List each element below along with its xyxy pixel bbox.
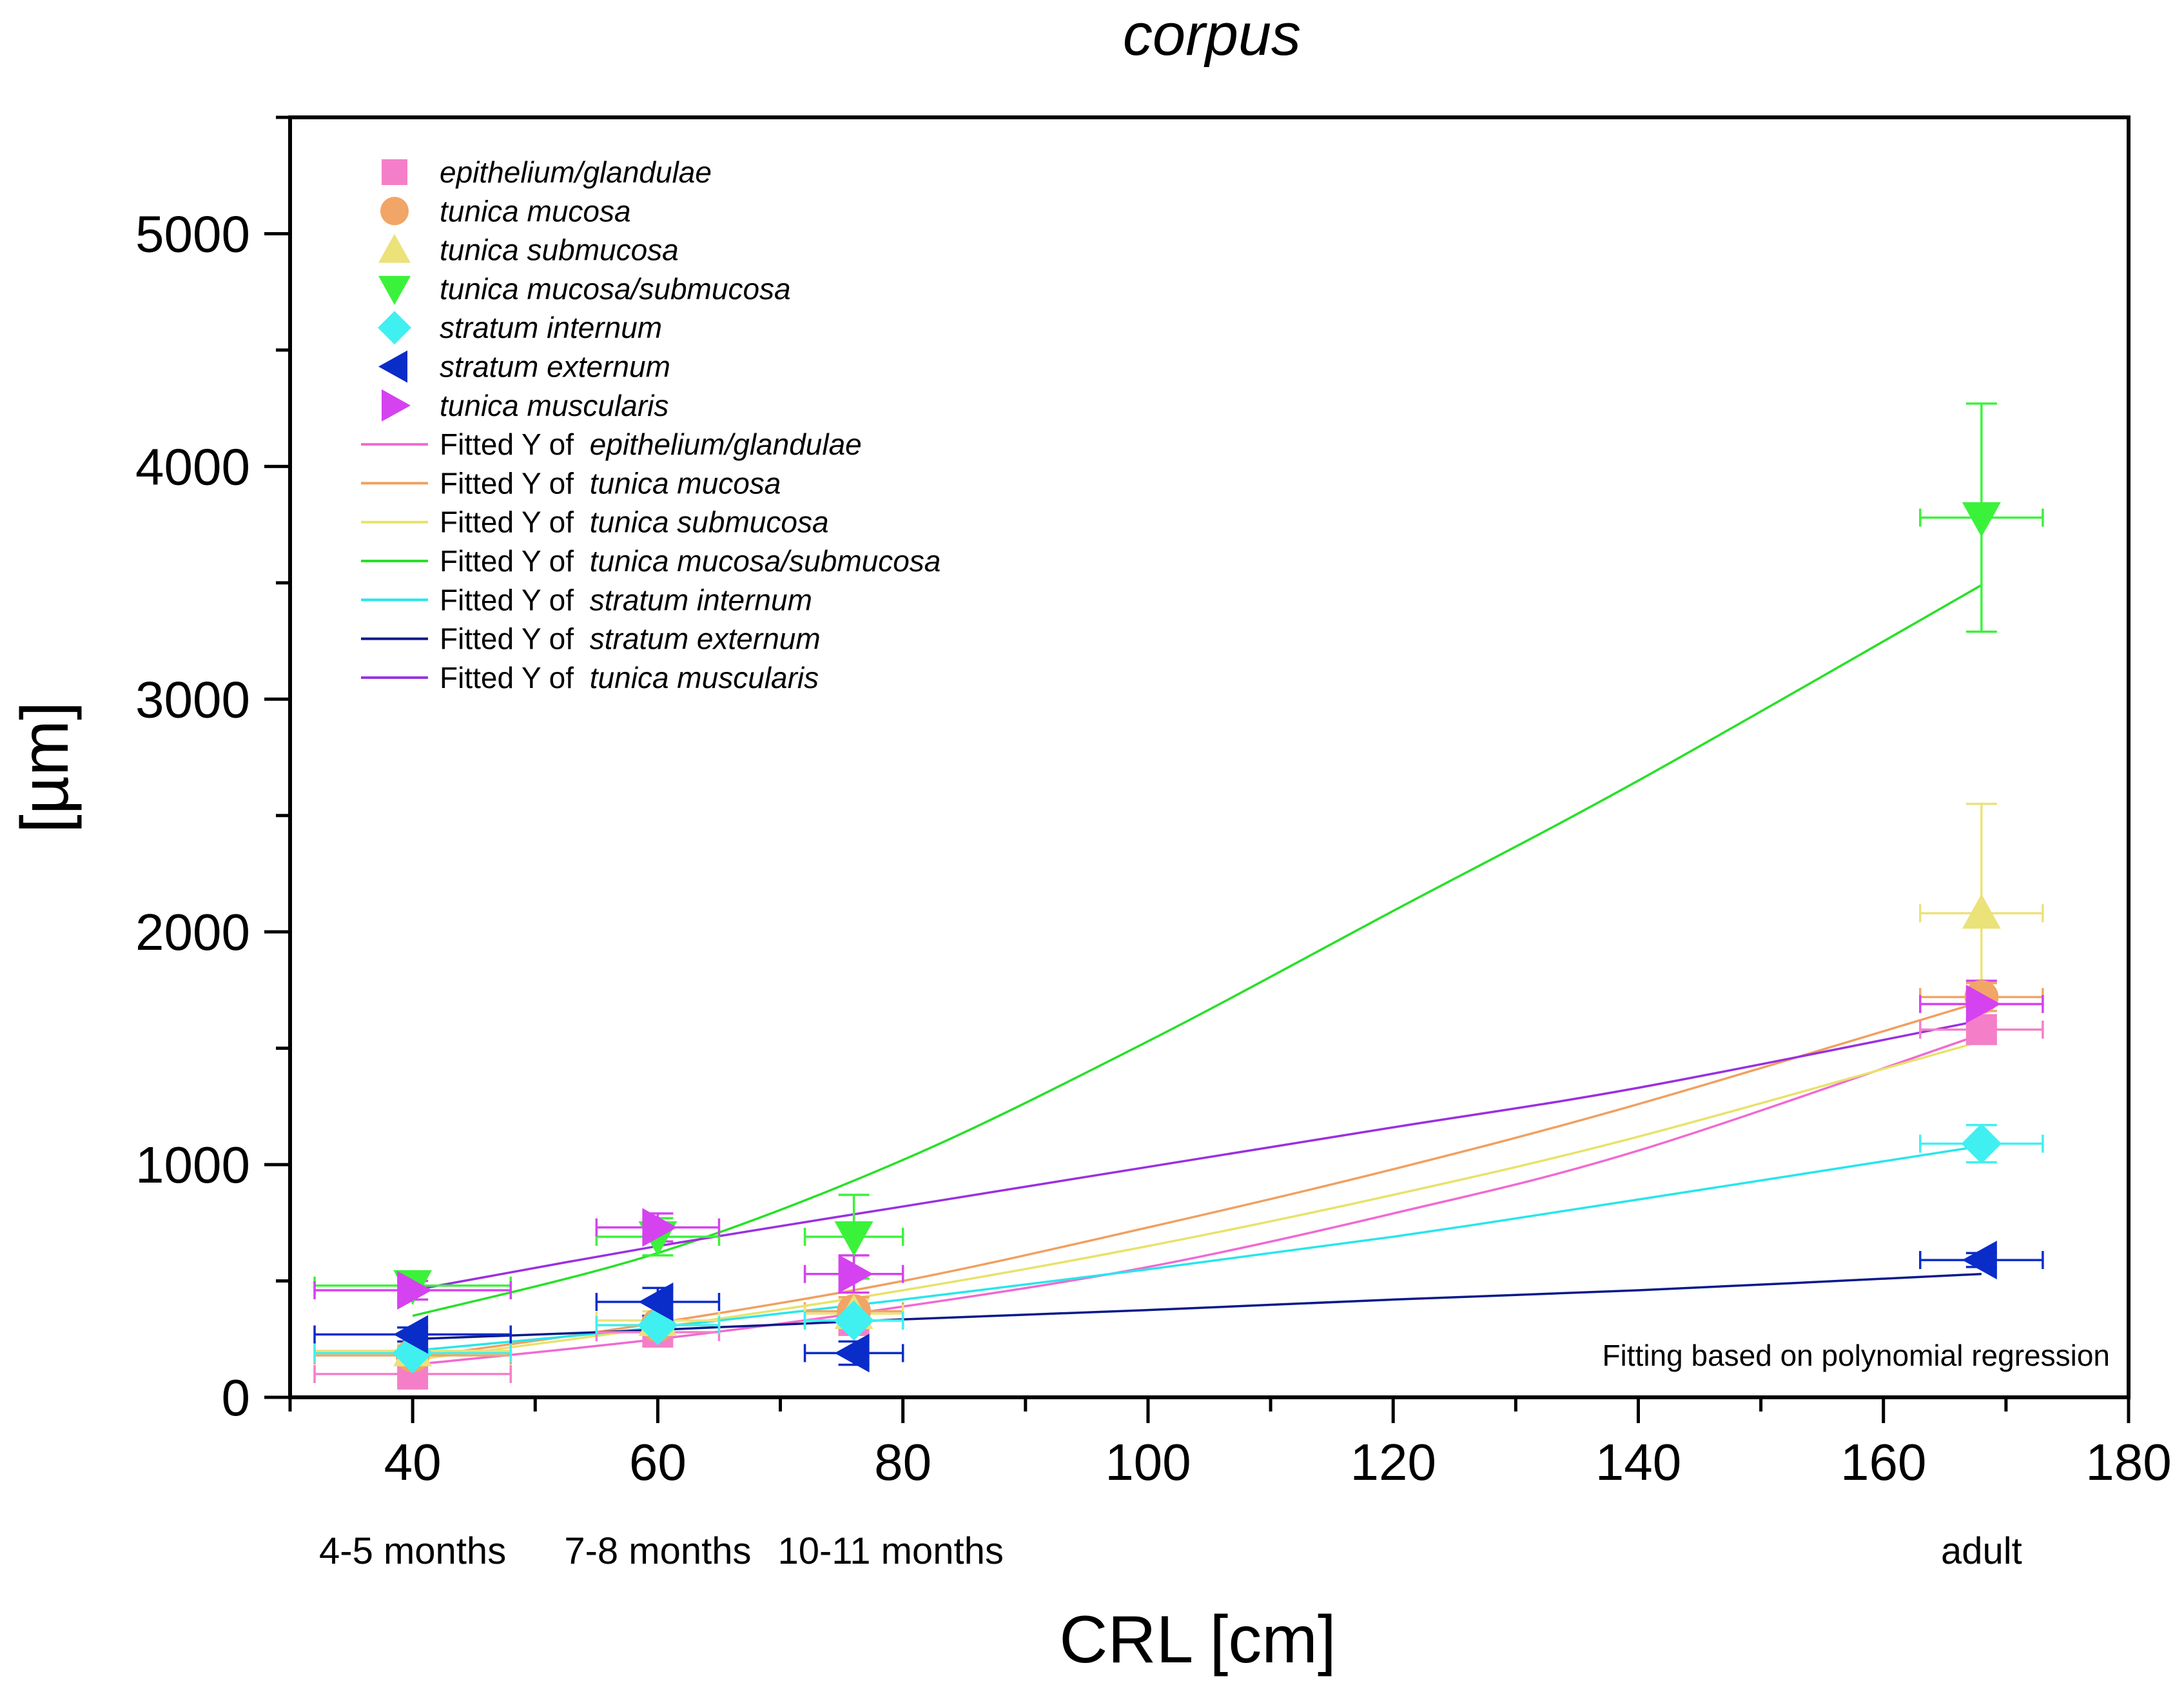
x-axis-title: CRL [cm] <box>1059 1602 1336 1677</box>
legend-label: stratum externum <box>440 350 670 384</box>
legend-fit-prefix: Fitted Y of <box>440 428 582 461</box>
x-tick-label: 180 <box>2085 1433 2171 1491</box>
y-axis-title: [µm] <box>8 702 83 833</box>
legend-fit-prefix: Fitted Y of <box>440 622 582 656</box>
age-label: adult <box>1941 1530 2022 1572</box>
age-label: 10-11 months <box>777 1530 1003 1572</box>
y-tick-label: 1000 <box>135 1136 250 1194</box>
fit-line-tunica-muscularis <box>412 1019 1982 1292</box>
age-labels: 4-5 months 7-8 months 10-11 months adult <box>319 1530 2022 1572</box>
x-tick-label: 80 <box>874 1433 931 1491</box>
legend-fit-label: Fitted Y of epithelium/glandulae <box>440 428 862 461</box>
fit-annotation: Fitting based on polynomial regression <box>1602 1339 2110 1372</box>
legend-label: tunica mucosa <box>440 194 631 228</box>
legend-fit-prefix: Fitted Y of <box>440 544 582 578</box>
y-tick-label: 3000 <box>135 671 250 728</box>
legend-fit-series: tunica mucosa/submucosa <box>590 544 941 578</box>
chart-title: corpus <box>1123 2 1301 68</box>
legend-fit-label: Fitted Y of tunica mucosa <box>440 466 781 500</box>
data-markers <box>392 502 2002 1390</box>
data-point-stratum-externum <box>1962 1241 1997 1280</box>
data-point-stratum-internum <box>834 1300 874 1341</box>
legend-label: tunica mucosa/submucosa <box>440 272 791 306</box>
legend-fit-series: tunica submucosa <box>590 506 829 539</box>
age-label: 7-8 months <box>564 1530 751 1572</box>
legend-fit-prefix: Fitted Y of <box>440 661 582 694</box>
fit-line-tunica-mucosa-submucosa <box>412 584 1982 1317</box>
legend-fit-series: tunica muscularis <box>590 661 819 694</box>
x-tick-label: 100 <box>1105 1433 1191 1491</box>
legend-fit-series: tunica mucosa <box>590 466 781 500</box>
legend-fit-prefix: Fitted Y of <box>440 506 582 539</box>
legend: epithelium/glandulae tunica mucosa tunica … <box>361 155 941 694</box>
y-tick-label: 5000 <box>135 205 250 262</box>
legend-fit-prefix: Fitted Y of <box>440 466 582 500</box>
y-tick-label: 2000 <box>135 903 250 961</box>
data-point-stratum-internum <box>392 1333 433 1373</box>
plot-frame <box>288 115 2130 1399</box>
legend-fit-prefix: Fitted Y of <box>440 583 582 616</box>
legend-marker-tunica-mucosa-submucosa <box>378 275 411 305</box>
legend-marker-stratum-internum <box>378 311 411 345</box>
legend-label: tunica muscularis <box>440 389 668 422</box>
data-point-stratum-internum <box>1961 1123 2002 1164</box>
data-point-stratum-externum <box>393 1315 429 1354</box>
x-tick-label: 140 <box>1595 1433 1681 1491</box>
legend-marker-stratum-externum <box>378 350 407 383</box>
legend-marker-tunica-mucosa <box>380 197 409 226</box>
legend-fit-series: epithelium/glandulae <box>590 428 862 461</box>
data-point-tunica-mucosa-submucosa <box>1962 502 2001 537</box>
data-point-tunica-muscularis <box>838 1254 873 1294</box>
x-tick-label: 160 <box>1840 1433 1926 1491</box>
data-point-stratum-externum <box>638 1283 674 1322</box>
legend-fit-label: Fitted Y of tunica muscularis <box>440 661 819 694</box>
legend-fit-label: Fitted Y of tunica mucosa/submucosa <box>440 544 941 578</box>
fit-lines <box>412 584 1982 1366</box>
legend-label: epithelium/glandulae <box>440 155 712 189</box>
legend-marker-tunica-submucosa <box>378 233 411 263</box>
y-tick-label: 0 <box>222 1369 251 1426</box>
age-label: 4-5 months <box>319 1530 506 1572</box>
legend-fit-label: Fitted Y of tunica submucosa <box>440 506 829 539</box>
legend-fit-series: stratum externum <box>590 622 821 656</box>
y-tick-label: 4000 <box>135 438 250 495</box>
data-point-tunica-muscularis <box>397 1270 433 1310</box>
x-tick-label: 120 <box>1350 1433 1436 1491</box>
legend-label: tunica submucosa <box>440 233 679 267</box>
legend-fit-series: stratum internum <box>590 583 812 616</box>
legend-label: stratum internum <box>440 311 662 344</box>
y-axis: 0 1000 2000 3000 4000 5000 <box>135 115 290 1426</box>
x-axis: 40 60 80 100 120 140 160 180 <box>288 1397 2172 1491</box>
x-tick-label: 40 <box>384 1433 442 1491</box>
data-point-tunica-muscularis <box>642 1208 678 1247</box>
data-point-stratum-externum <box>834 1333 870 1373</box>
data-point-tunica-muscularis <box>1965 985 2001 1024</box>
legend-fit-label: Fitted Y of stratum internum <box>440 583 812 616</box>
legend-fit-label: Fitted Y of stratum externum <box>440 622 821 656</box>
legend-marker-epithelium-glandulae <box>382 159 407 185</box>
legend-marker-tunica-muscularis <box>382 389 411 422</box>
data-point-tunica-submucosa <box>1962 894 2001 929</box>
x-tick-label: 60 <box>629 1433 687 1491</box>
data-point-tunica-mucosa-submucosa <box>834 1221 873 1256</box>
